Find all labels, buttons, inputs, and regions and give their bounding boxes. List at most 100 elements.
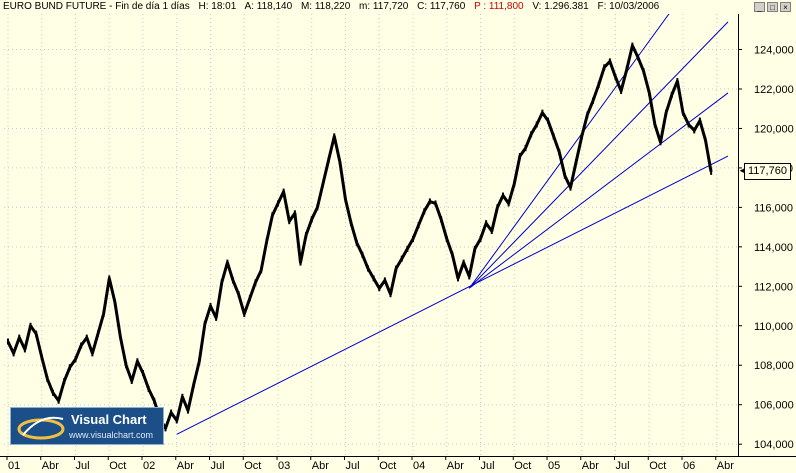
price-bar bbox=[305, 232, 308, 238]
last-price-badge: 117,760 bbox=[744, 163, 791, 180]
price-bar bbox=[530, 131, 533, 138]
price-bar bbox=[704, 137, 707, 144]
trendline bbox=[468, 21, 729, 289]
x-tick-label: 01 bbox=[8, 460, 20, 472]
price-bar bbox=[389, 291, 392, 298]
price-bar bbox=[451, 251, 454, 258]
logo-url: www.visualchart.com bbox=[69, 430, 154, 440]
price-bar bbox=[333, 133, 336, 140]
price-bar bbox=[468, 273, 471, 280]
price-bar bbox=[631, 42, 634, 49]
trendline bbox=[468, 14, 670, 289]
price-bar bbox=[192, 381, 195, 388]
y-tick-label: 122,000 bbox=[754, 84, 794, 96]
price-bar bbox=[457, 275, 459, 282]
price-bar bbox=[327, 157, 330, 164]
chart-header: EURO BUND FUTURE - Fin de día 1 días H: … bbox=[0, 0, 796, 14]
price-bar bbox=[277, 200, 279, 207]
price-bar bbox=[361, 251, 364, 258]
price-bar bbox=[215, 314, 218, 321]
price-bar bbox=[91, 350, 94, 357]
maximize-button[interactable]: □ bbox=[767, 2, 778, 12]
minimize-button[interactable]: _ bbox=[754, 2, 765, 12]
price-bar bbox=[445, 235, 448, 242]
x-tick-label: Abr bbox=[717, 460, 734, 472]
price-bar bbox=[350, 220, 353, 227]
price-bar bbox=[52, 389, 54, 396]
x-tick-label: Jul bbox=[616, 460, 630, 472]
price-bar bbox=[344, 196, 347, 203]
header-date: F: 10/03/2006 bbox=[597, 1, 660, 12]
price-bar bbox=[665, 109, 668, 116]
x-tick-label: 06 bbox=[683, 460, 695, 472]
header-low: m: 117,720 bbox=[359, 1, 409, 12]
price-bar bbox=[547, 117, 549, 124]
instrument-title: EURO BUND FUTURE - Fin de día 1 días bbox=[3, 1, 190, 12]
x-tick-label: Abr bbox=[582, 460, 599, 472]
price-bar bbox=[232, 277, 234, 284]
price-bar bbox=[164, 425, 167, 432]
price-bar bbox=[710, 168, 713, 175]
price-bar bbox=[74, 356, 77, 363]
price-bar bbox=[490, 228, 493, 235]
price-bar bbox=[243, 310, 246, 317]
price-bar bbox=[541, 109, 544, 116]
last-price-marker-icon: ◄ bbox=[738, 166, 746, 175]
x-tick-label: Jul bbox=[346, 460, 360, 472]
price-bar bbox=[57, 397, 60, 404]
price-bar bbox=[434, 200, 437, 207]
y-tick-label: 114,000 bbox=[754, 242, 793, 254]
price-bar bbox=[7, 338, 9, 345]
price-bar bbox=[507, 200, 510, 207]
price-bar bbox=[682, 109, 684, 116]
price-bar bbox=[518, 153, 521, 160]
x-tick-label: 03 bbox=[278, 460, 290, 472]
price-bar bbox=[367, 265, 369, 272]
header-prior: P : 111,800 bbox=[474, 1, 524, 12]
price-bar bbox=[524, 145, 527, 152]
price-bar bbox=[142, 370, 144, 377]
price-bar bbox=[620, 87, 623, 94]
price-bar bbox=[496, 204, 499, 211]
x-tick-label: Oct bbox=[649, 460, 666, 472]
price-bar bbox=[288, 218, 291, 225]
price-bar bbox=[338, 158, 341, 165]
x-tick-label: 04 bbox=[413, 460, 425, 472]
price-bar bbox=[282, 188, 285, 195]
price-bar bbox=[479, 235, 482, 242]
price-bar bbox=[147, 385, 150, 392]
price-bar bbox=[473, 245, 476, 252]
price-bar bbox=[63, 378, 66, 385]
trendline bbox=[468, 92, 729, 289]
x-tick-label: Abr bbox=[312, 460, 329, 472]
price-bar bbox=[625, 66, 628, 73]
price-bar bbox=[592, 97, 594, 104]
price-plot-area[interactable] bbox=[4, 14, 738, 456]
price-bar bbox=[485, 220, 488, 227]
x-tick-label: Abr bbox=[177, 460, 194, 472]
y-axis: 104,000 106,000 108,000 110,000 112,000 114,0… bbox=[738, 14, 796, 456]
header-time: H: 18:01 bbox=[198, 1, 237, 12]
price-bar bbox=[676, 78, 679, 85]
price-bar bbox=[23, 346, 26, 353]
price-bar bbox=[97, 330, 99, 337]
price-bar bbox=[670, 91, 673, 98]
price-bar bbox=[653, 121, 656, 128]
price-series-line bbox=[6, 44, 713, 430]
price-bar bbox=[395, 265, 398, 272]
price-bar bbox=[119, 334, 122, 341]
price-bar bbox=[316, 204, 319, 211]
close-button[interactable]: × bbox=[780, 2, 791, 12]
price-bar bbox=[355, 239, 358, 246]
price-bar bbox=[85, 334, 88, 341]
price-bar bbox=[209, 303, 212, 310]
price-bar bbox=[417, 222, 420, 229]
price-bar bbox=[29, 322, 32, 329]
price-bar bbox=[153, 397, 156, 404]
price-bar bbox=[637, 54, 639, 61]
price-bar bbox=[603, 64, 606, 71]
price-bar bbox=[428, 198, 431, 205]
logo-title: Visual Chart bbox=[71, 412, 147, 427]
price-bar bbox=[372, 275, 375, 282]
price-bar bbox=[648, 89, 651, 96]
